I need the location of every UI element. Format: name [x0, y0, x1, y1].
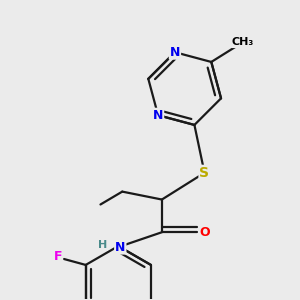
Text: H: H — [98, 240, 107, 250]
Text: N: N — [115, 241, 125, 254]
Text: N: N — [170, 46, 180, 59]
Text: S: S — [200, 166, 209, 180]
Text: F: F — [54, 250, 62, 263]
Text: O: O — [199, 226, 210, 239]
Text: CH₃: CH₃ — [232, 37, 254, 47]
Text: N: N — [153, 109, 163, 122]
